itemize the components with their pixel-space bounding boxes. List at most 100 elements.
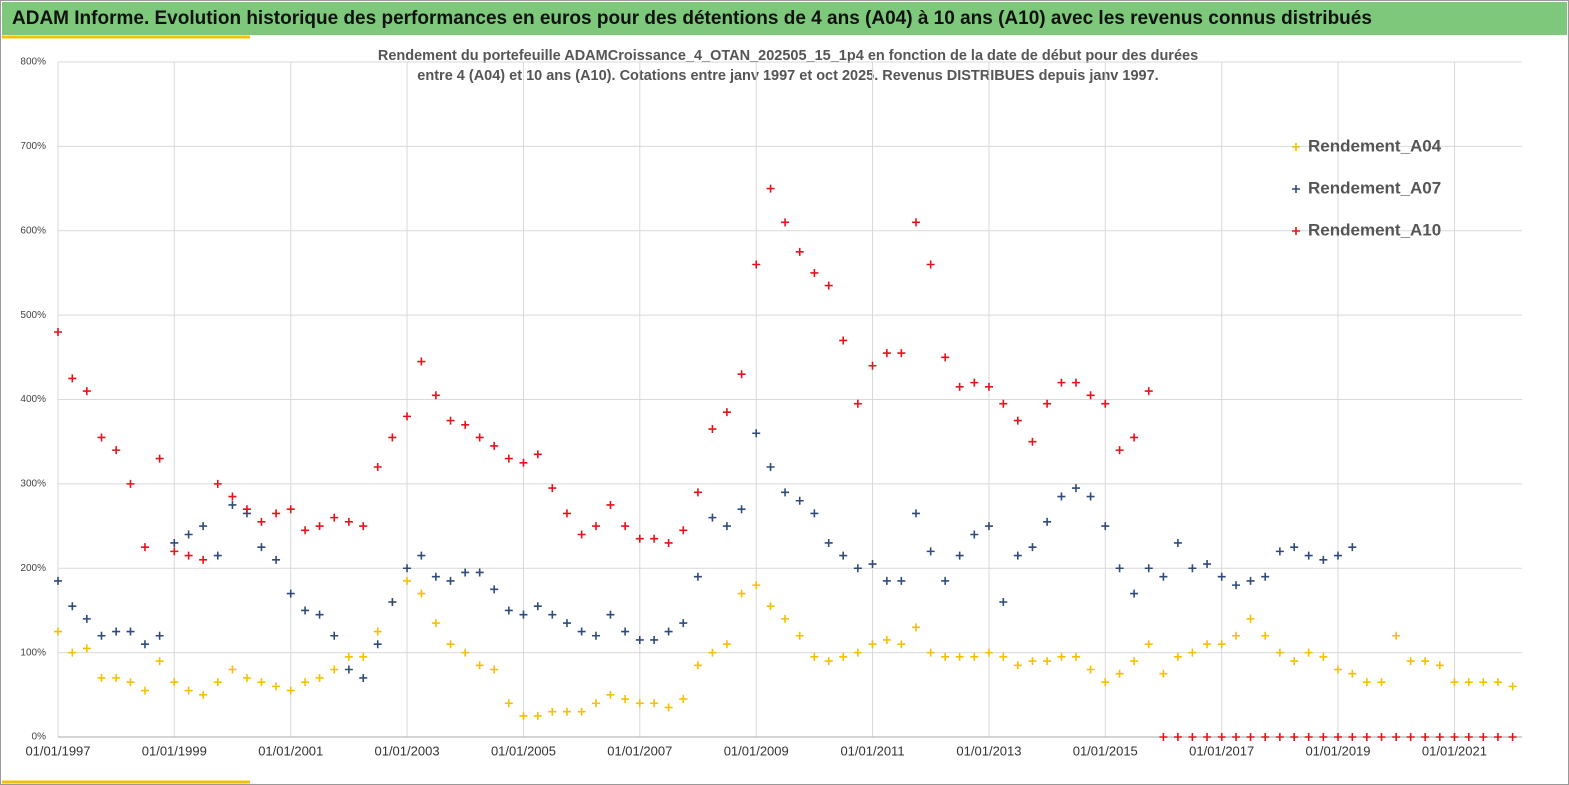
point	[417, 551, 426, 560]
point	[1071, 652, 1080, 661]
x-tick-label: 01/01/2007	[607, 743, 672, 758]
point	[1275, 648, 1284, 657]
point	[1275, 733, 1284, 741]
point	[752, 260, 761, 269]
y-tick-label: 0%	[32, 732, 47, 743]
legend: Rendement_A04 Rendement_A07 Rendement_A10	[1292, 136, 1442, 239]
point	[1406, 733, 1415, 741]
point	[504, 699, 513, 708]
point	[140, 543, 149, 552]
point	[1493, 733, 1502, 741]
point	[839, 652, 848, 661]
point	[475, 661, 484, 670]
point	[606, 690, 615, 699]
point	[562, 619, 571, 628]
point	[344, 517, 353, 526]
point	[213, 678, 222, 687]
x-tick-label: 01/01/2015	[1073, 743, 1138, 758]
point	[1464, 733, 1473, 741]
point	[577, 530, 586, 539]
point	[824, 657, 833, 666]
point	[912, 509, 921, 518]
point	[810, 268, 819, 277]
point	[548, 707, 557, 716]
point	[679, 695, 688, 704]
point	[1435, 733, 1444, 741]
point	[839, 336, 848, 345]
point	[330, 513, 339, 522]
x-tick-label: 01/01/2011	[840, 743, 904, 758]
point	[184, 551, 193, 560]
point	[1421, 657, 1430, 666]
point	[519, 458, 528, 467]
point	[257, 678, 266, 687]
point	[722, 408, 731, 417]
point	[242, 673, 251, 682]
point	[955, 382, 964, 391]
point	[126, 627, 135, 636]
point	[606, 500, 615, 509]
point	[126, 479, 135, 488]
point	[417, 357, 426, 366]
point	[97, 631, 106, 640]
point	[1028, 657, 1037, 666]
point	[984, 522, 993, 531]
point	[1232, 631, 1241, 640]
point	[650, 635, 659, 644]
point	[1028, 437, 1037, 446]
point	[301, 526, 310, 535]
point	[941, 576, 950, 585]
point	[781, 614, 790, 623]
point	[970, 652, 979, 661]
point	[1304, 733, 1313, 741]
point	[1508, 733, 1517, 741]
point	[766, 463, 775, 471]
point	[1013, 551, 1022, 560]
point	[301, 606, 310, 615]
point	[693, 488, 702, 497]
point	[621, 627, 630, 636]
point	[752, 581, 761, 590]
point	[1435, 661, 1444, 670]
point	[446, 640, 455, 649]
point	[82, 644, 91, 653]
point	[1188, 733, 1197, 741]
point	[1159, 733, 1168, 741]
point	[272, 509, 281, 518]
point	[533, 711, 542, 720]
point	[1188, 648, 1197, 657]
point	[737, 589, 746, 598]
point	[286, 686, 295, 695]
point	[781, 488, 790, 497]
point	[897, 576, 906, 585]
point	[490, 441, 499, 450]
point	[1086, 391, 1095, 400]
point	[112, 673, 121, 682]
point	[446, 576, 455, 585]
y-tick-label: 200%	[20, 563, 46, 574]
point	[519, 610, 528, 619]
point	[1203, 560, 1212, 569]
point	[373, 463, 382, 471]
point	[155, 657, 164, 666]
point	[359, 673, 368, 682]
point	[1362, 678, 1371, 687]
point	[999, 598, 1008, 606]
point	[999, 399, 1008, 408]
point	[621, 522, 630, 531]
point	[1508, 682, 1517, 691]
point	[577, 707, 586, 716]
point	[1450, 678, 1459, 687]
point	[1232, 733, 1241, 741]
point	[1057, 652, 1066, 661]
point	[1203, 640, 1212, 649]
point	[1304, 648, 1313, 657]
point	[868, 560, 877, 569]
point	[1188, 564, 1197, 573]
point	[373, 627, 382, 636]
point	[1130, 657, 1139, 666]
point	[1261, 572, 1270, 581]
point	[693, 572, 702, 581]
point	[926, 648, 935, 657]
point	[431, 619, 440, 628]
